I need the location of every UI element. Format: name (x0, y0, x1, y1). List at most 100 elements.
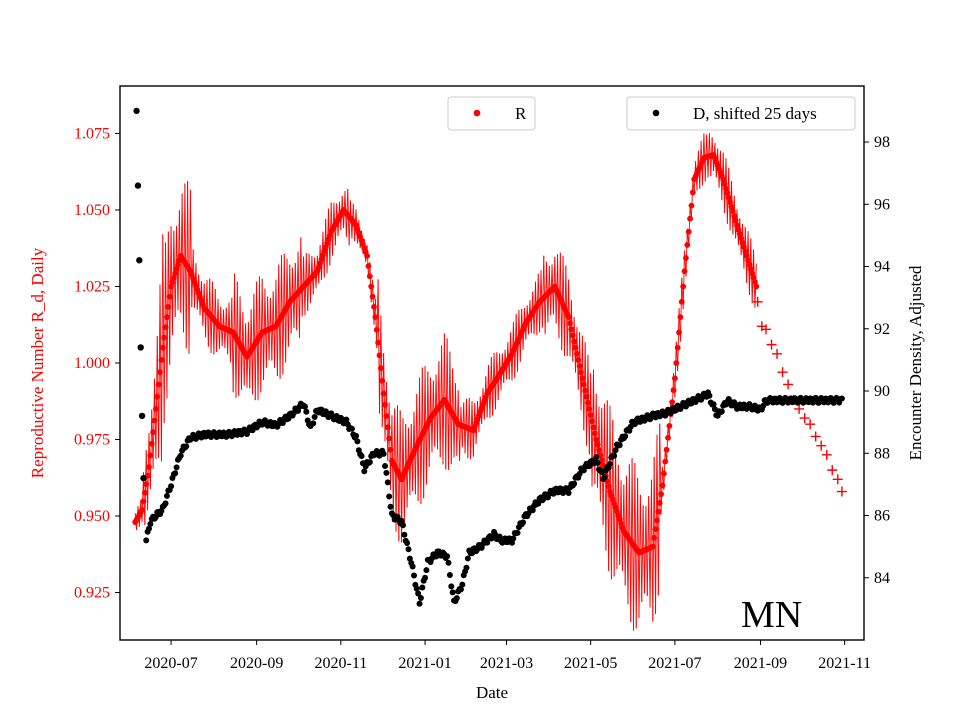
r-series-point (742, 248, 749, 255)
d-series-point (401, 531, 408, 538)
r-series-point (583, 393, 590, 400)
d-series-point (622, 433, 629, 440)
d-series-point (484, 539, 491, 546)
right-tick-label: 94 (874, 259, 890, 276)
r-series-segment (659, 423, 662, 515)
r-series-segment (152, 378, 155, 469)
r-projected-point (816, 440, 827, 451)
d-series-point (409, 563, 416, 570)
r-series-segment (728, 167, 731, 231)
r-series-segment (733, 195, 737, 239)
r-series-point (568, 326, 575, 333)
d-series-point (163, 492, 170, 499)
r-series-point (596, 447, 602, 453)
r-series-point (565, 314, 572, 320)
r-series-point (173, 266, 180, 272)
d-series-point (387, 503, 394, 510)
r-series-segment (634, 463, 637, 629)
right-axis-ticks: 84 86 88 90 92 94 96 98 (864, 134, 890, 587)
d-series-point (416, 600, 423, 607)
r-series-segment (595, 393, 599, 488)
r-series-segment (287, 264, 291, 347)
legend-r-box (447, 96, 536, 131)
r-series-point (739, 239, 746, 246)
r-series-segment (163, 242, 167, 424)
state-annotation: MN (741, 594, 802, 636)
r-series-segment (519, 308, 523, 362)
r-projected-point (772, 348, 783, 359)
r-series-point (375, 339, 382, 346)
legend-d-box (626, 96, 856, 131)
r-series-point (674, 344, 681, 351)
d-series-point (448, 583, 455, 590)
r-series-segment (406, 427, 409, 508)
r-series-point (745, 257, 751, 264)
r-series-segment (425, 371, 429, 485)
r-series-point (380, 390, 387, 397)
r-series-point (649, 543, 656, 550)
r-series-point (573, 350, 580, 357)
d-series-point (760, 402, 767, 409)
r-series-segment (472, 403, 476, 457)
x-tick-label: 2021-11 (818, 655, 871, 672)
d-series-point (445, 559, 452, 566)
r-series-point (170, 274, 177, 281)
d-series-point (616, 442, 623, 449)
r-series-point (753, 283, 760, 290)
d-series-point (612, 447, 619, 454)
r-series-point (736, 231, 743, 237)
r-series-point (150, 429, 157, 436)
r-series-segment (655, 434, 658, 614)
r-projected-point (821, 449, 832, 460)
d-series-point (168, 483, 175, 490)
r-series-segment (166, 231, 169, 399)
d-series-point (173, 464, 180, 471)
r-series-segment (189, 190, 193, 308)
d-series-point (710, 401, 717, 408)
d-series-point (838, 395, 845, 402)
x-tick-label: 2021-07 (648, 655, 701, 672)
d-series-point (453, 595, 460, 602)
left-tick-label: 0.925 (74, 585, 110, 602)
d-series-point (348, 425, 355, 432)
d-series-point (138, 412, 146, 420)
r-projected-point (752, 296, 763, 307)
d-series-point (147, 521, 154, 528)
d-series-point (162, 500, 169, 507)
r-series-segment (475, 401, 478, 444)
r-projected-point (794, 403, 805, 414)
d-series-point (444, 553, 451, 560)
r-series-point (386, 435, 393, 442)
r-projected-point (799, 413, 810, 424)
d-series-point (311, 414, 318, 421)
r-series-point (680, 283, 687, 290)
r-series-segment (446, 338, 449, 471)
left-tick-label: 1.000 (74, 355, 110, 372)
d-series-point (459, 581, 466, 588)
r-series-point (677, 314, 684, 320)
d-series-point (137, 344, 144, 351)
r-projected-point (777, 367, 788, 378)
r-series-point (666, 423, 673, 429)
r-series-segment (169, 226, 172, 365)
r-series-segment (731, 181, 734, 235)
r-series-point (747, 266, 754, 272)
d-series-point (380, 450, 387, 457)
r-series-segment (568, 279, 571, 357)
r-series-point (734, 222, 740, 229)
left-tick-label: 0.950 (74, 508, 110, 525)
r-series-group (132, 133, 847, 631)
d-series-point (718, 408, 725, 415)
r-series-point (157, 369, 163, 376)
x-tick-label: 2021-03 (480, 655, 533, 672)
r-series-segment (144, 450, 147, 526)
r-series-point (158, 357, 165, 363)
r-series-segment (242, 312, 245, 386)
r-series-segment (587, 354, 590, 455)
r-series-point (655, 508, 662, 515)
d-series-point (303, 408, 310, 415)
d-series-point (415, 590, 422, 597)
r-series-point (660, 470, 667, 477)
d-series-point (413, 585, 420, 592)
d-series-point (411, 572, 418, 579)
